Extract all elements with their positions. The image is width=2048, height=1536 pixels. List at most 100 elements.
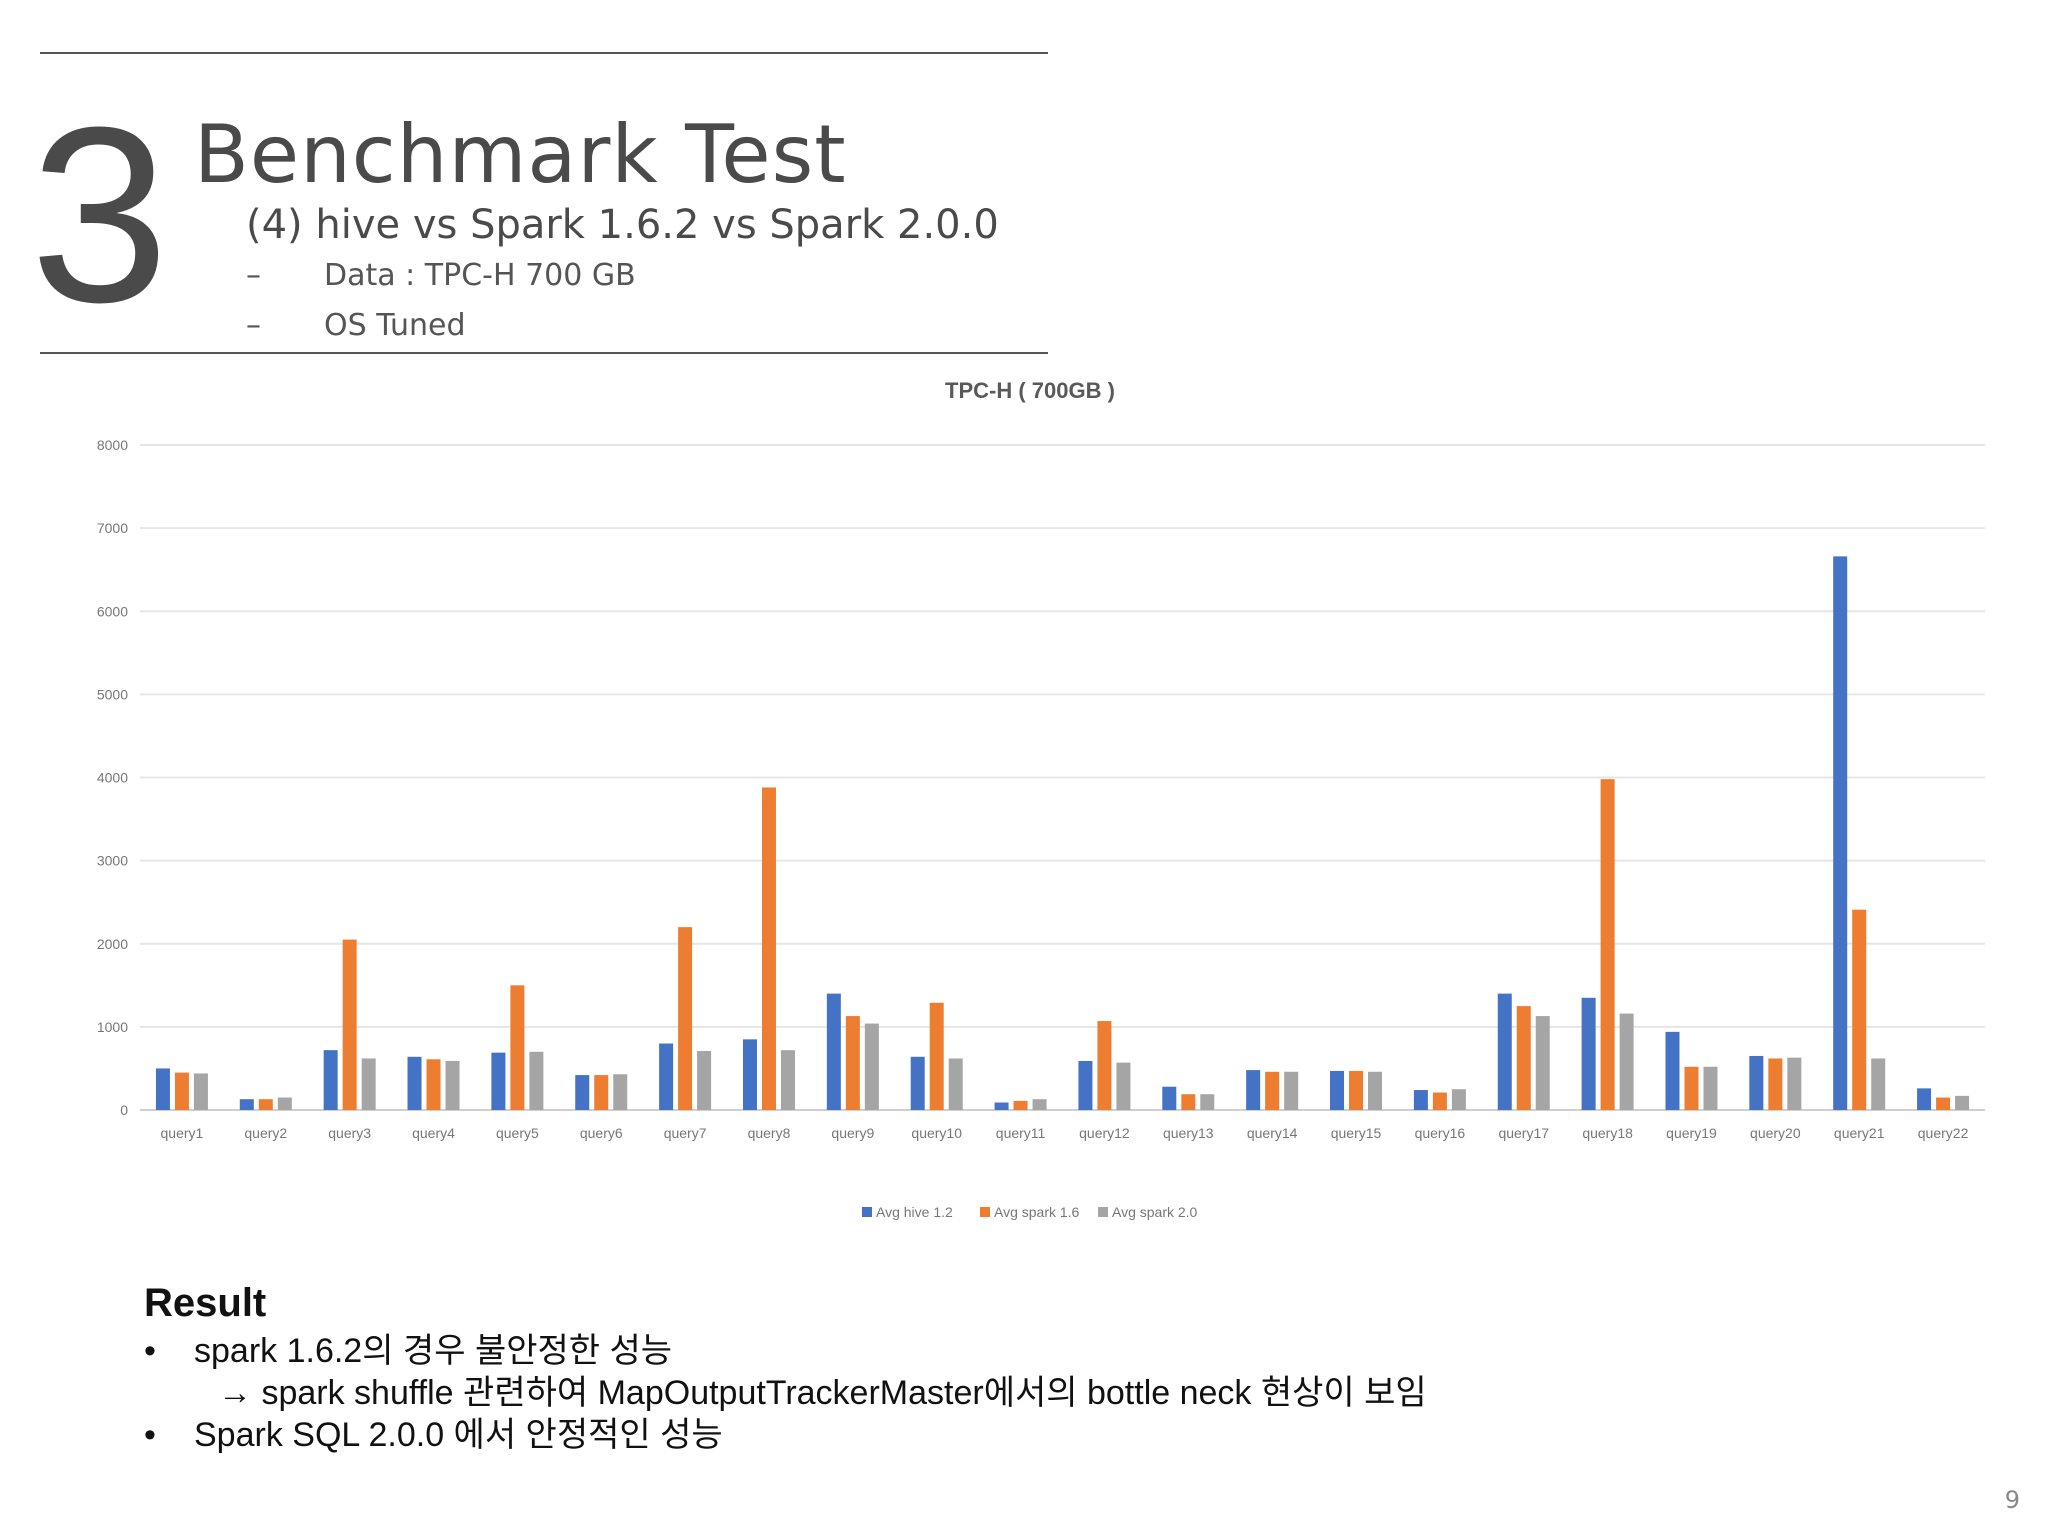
bar-query17-series-3 — [1535, 1016, 1550, 1110]
bar-query7-series-2 — [678, 927, 693, 1110]
bar-query9-series-3 — [864, 1023, 879, 1110]
result-marker: • — [144, 1416, 156, 1454]
x-tick-label: query16 — [1415, 1125, 1466, 1141]
bar-query2-series-2 — [258, 1099, 273, 1110]
y-tick-label: 1000 — [97, 1019, 128, 1035]
bar-query12-series-1 — [1078, 1060, 1093, 1110]
bar-query11-series-1 — [994, 1102, 1009, 1110]
x-tick-label: query1 — [161, 1125, 204, 1141]
bar-query12-series-3 — [1116, 1062, 1131, 1110]
x-tick-label: query21 — [1834, 1125, 1885, 1141]
bar-query16-series-2 — [1432, 1092, 1447, 1110]
bar-query10-series-2 — [929, 1002, 944, 1110]
y-axis-ticks: 0 1000 2000 3000 4000 5000 6000 7000 8000 — [97, 437, 128, 1118]
bar-query19-series-2 — [1684, 1066, 1699, 1110]
bar-query6-series-2 — [594, 1075, 609, 1110]
bar-query14-series-1 — [1246, 1070, 1261, 1110]
x-tick-label: query2 — [244, 1125, 287, 1141]
bar-query1-series-3 — [193, 1073, 208, 1110]
bar-query16-series-1 — [1413, 1090, 1428, 1110]
result-text: spark 1.6.2의 경우 불안정한 성능 — [194, 1332, 673, 1370]
result-text: Spark SQL 2.0.0 에서 안정적인 성능 — [194, 1416, 723, 1454]
bar-query1-series-2 — [174, 1072, 189, 1110]
bar-query20-series-3 — [1787, 1057, 1802, 1110]
bar-query3-series-1 — [323, 1050, 338, 1110]
bullet-text: Data : TPC-H 700 GB — [324, 258, 636, 293]
x-tick-label: query4 — [412, 1125, 455, 1141]
legend-swatch — [980, 1207, 990, 1217]
bar-query19-series-1 — [1665, 1031, 1680, 1110]
bar-query18-series-2 — [1600, 779, 1615, 1110]
x-tick-label: query3 — [328, 1125, 371, 1141]
result-marker: • — [144, 1332, 156, 1370]
x-tick-label: query19 — [1666, 1125, 1717, 1141]
bar-query21-series-1 — [1833, 556, 1848, 1110]
bottom-rule — [40, 352, 1048, 354]
bar-query5-series-1 — [491, 1052, 506, 1110]
bar-query15-series-2 — [1349, 1070, 1364, 1110]
legend-swatch — [862, 1207, 872, 1217]
bar-query13-series-1 — [1162, 1086, 1177, 1110]
bar-query6-series-3 — [613, 1074, 628, 1110]
bar-query10-series-3 — [948, 1058, 963, 1110]
x-tick-label: query17 — [1498, 1125, 1549, 1141]
bar-query3-series-2 — [342, 939, 357, 1110]
bar-query20-series-2 — [1768, 1058, 1783, 1110]
bar-query2-series-1 — [239, 1099, 254, 1110]
x-axis-ticks: query1 query2 query3 query4 query5 query6 quer… — [161, 1125, 1969, 1141]
chart-svg: TPC-H ( 700GB ) 0 1000 2000 3000 4000 5000 600… — [97, 378, 1985, 1220]
bar-query16-series-3 — [1451, 1089, 1466, 1110]
legend-label: Avg spark 1.6 — [994, 1204, 1080, 1220]
x-tick-label: query18 — [1582, 1125, 1633, 1141]
x-tick-label: query14 — [1247, 1125, 1298, 1141]
legend-label: Avg hive 1.2 — [876, 1204, 953, 1220]
bar-query5-series-3 — [529, 1051, 544, 1110]
legend-label: Avg spark 2.0 — [1112, 1204, 1198, 1220]
bar-query8-series-1 — [742, 1039, 757, 1110]
slide-title: Benchmark Test — [194, 108, 847, 201]
chart-gridlines — [140, 444, 1985, 1111]
bar-query4-series-3 — [445, 1060, 460, 1110]
result-text: → spark shuffle 관련하여 MapOutputTrackerMas… — [218, 1374, 1427, 1412]
bar-query21-series-2 — [1852, 909, 1867, 1110]
bar-query14-series-3 — [1284, 1071, 1299, 1110]
bullet-os: – OS Tuned — [246, 308, 466, 344]
result-item: → spark shuffle 관련하여 MapOutputTrackerMas… — [218, 1372, 1427, 1414]
chart-legend: Avg hive 1.2 Avg spark 1.6 Avg spark 2.0 — [862, 1204, 1198, 1220]
bar-query5-series-2 — [510, 985, 525, 1110]
x-tick-label: query6 — [580, 1125, 623, 1141]
bar-query9-series-1 — [826, 993, 841, 1110]
top-rule — [40, 52, 1048, 54]
y-tick-label: 6000 — [97, 603, 128, 619]
bullet-dash: – — [246, 308, 261, 343]
bar-query19-series-3 — [1703, 1066, 1718, 1110]
legend-swatch — [1098, 1207, 1108, 1217]
y-tick-label: 2000 — [97, 936, 128, 952]
y-tick-label: 7000 — [97, 520, 128, 536]
bar-query4-series-2 — [426, 1059, 441, 1110]
x-tick-label: query22 — [1918, 1125, 1969, 1141]
slide-subtitle: (4) hive vs Spark 1.6.2 vs Spark 2.0.0 — [246, 202, 999, 248]
bar-query17-series-1 — [1497, 993, 1512, 1110]
bar-query2-series-3 — [277, 1097, 292, 1110]
bar-query7-series-3 — [697, 1050, 712, 1110]
bar-query8-series-2 — [761, 787, 776, 1110]
bar-query18-series-1 — [1581, 997, 1596, 1110]
result-item: • Spark SQL 2.0.0 에서 안정적인 성능 — [144, 1414, 723, 1456]
bar-query9-series-2 — [845, 1016, 860, 1110]
x-tick-label: query7 — [664, 1125, 707, 1141]
x-tick-label: query10 — [911, 1125, 962, 1141]
bar-query10-series-1 — [910, 1056, 925, 1110]
x-tick-label: query20 — [1750, 1125, 1801, 1141]
bar-query7-series-1 — [659, 1043, 674, 1110]
bar-query3-series-3 — [361, 1058, 376, 1110]
bullet-text: OS Tuned — [324, 308, 466, 343]
page-number: 9 — [2004, 1486, 2020, 1514]
y-tick-label: 8000 — [97, 437, 128, 453]
x-tick-label: query9 — [831, 1125, 874, 1141]
bar-query22-series-2 — [1936, 1097, 1951, 1110]
bar-query11-series-3 — [1032, 1099, 1047, 1110]
y-tick-label: 3000 — [97, 853, 128, 869]
bar-query14-series-2 — [1265, 1071, 1280, 1110]
bar-query22-series-1 — [1917, 1088, 1932, 1110]
